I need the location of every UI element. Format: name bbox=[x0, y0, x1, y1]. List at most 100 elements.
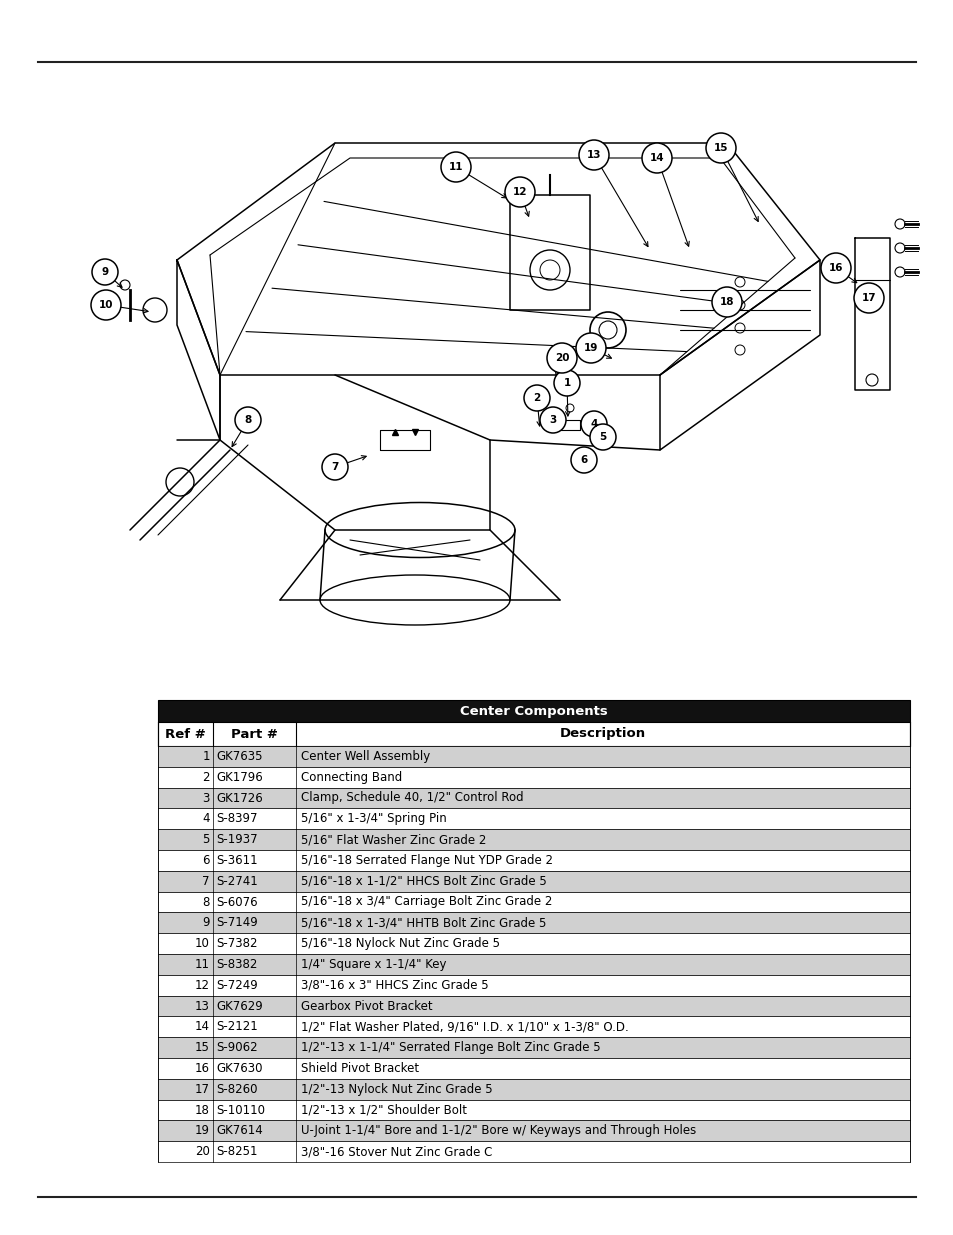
Text: 3/8"-16 x 3" HHCS Zinc Grade 5: 3/8"-16 x 3" HHCS Zinc Grade 5 bbox=[301, 978, 488, 992]
Bar bbox=[158, 1141, 909, 1162]
Text: 15: 15 bbox=[195, 1041, 210, 1055]
Circle shape bbox=[571, 447, 597, 473]
Text: 9: 9 bbox=[101, 267, 109, 277]
Text: Gearbox Pivot Bracket: Gearbox Pivot Bracket bbox=[301, 999, 432, 1013]
Bar bbox=[158, 892, 909, 913]
Bar bbox=[158, 850, 909, 871]
Text: 10: 10 bbox=[195, 937, 210, 950]
Text: 1/2" Flat Washer Plated, 9/16" I.D. x 1/10" x 1-3/8" O.D.: 1/2" Flat Washer Plated, 9/16" I.D. x 1/… bbox=[301, 1020, 628, 1034]
Text: GK7629: GK7629 bbox=[215, 999, 262, 1013]
Text: Connecting Band: Connecting Band bbox=[301, 771, 402, 784]
Text: 5/16" Flat Washer Zinc Grade 2: 5/16" Flat Washer Zinc Grade 2 bbox=[301, 834, 486, 846]
Text: 12: 12 bbox=[194, 978, 210, 992]
Text: S-7149: S-7149 bbox=[215, 916, 257, 929]
Text: GK7630: GK7630 bbox=[215, 1062, 262, 1074]
Circle shape bbox=[143, 298, 167, 322]
Text: 20: 20 bbox=[195, 1145, 210, 1158]
Bar bbox=[158, 1058, 909, 1079]
Bar bbox=[158, 788, 909, 809]
Text: 18: 18 bbox=[195, 1104, 210, 1116]
Bar bbox=[158, 995, 909, 1016]
Text: S-3611: S-3611 bbox=[215, 853, 257, 867]
Text: 17: 17 bbox=[194, 1083, 210, 1095]
Text: 1/4" Square x 1-1/4" Key: 1/4" Square x 1-1/4" Key bbox=[301, 958, 446, 971]
Text: 19: 19 bbox=[194, 1124, 210, 1137]
Bar bbox=[158, 746, 909, 767]
Circle shape bbox=[821, 253, 850, 283]
Text: Shield Pivot Bracket: Shield Pivot Bracket bbox=[301, 1062, 418, 1074]
Text: 5: 5 bbox=[598, 432, 606, 442]
Circle shape bbox=[554, 370, 579, 396]
Text: 1: 1 bbox=[563, 378, 570, 388]
Circle shape bbox=[589, 424, 616, 450]
Text: S-1937: S-1937 bbox=[215, 834, 257, 846]
Circle shape bbox=[578, 140, 608, 170]
Text: 3: 3 bbox=[549, 415, 556, 425]
Text: 1: 1 bbox=[202, 750, 210, 763]
Text: 3/8"-16 Stover Nut Zinc Grade C: 3/8"-16 Stover Nut Zinc Grade C bbox=[301, 1145, 492, 1158]
Circle shape bbox=[853, 283, 883, 312]
Text: GK1796: GK1796 bbox=[215, 771, 262, 784]
Text: 7: 7 bbox=[202, 874, 210, 888]
Bar bbox=[158, 953, 909, 974]
Circle shape bbox=[546, 343, 577, 373]
Text: S-6076: S-6076 bbox=[215, 895, 257, 909]
Bar bbox=[158, 1120, 909, 1141]
Circle shape bbox=[166, 468, 193, 496]
Text: GK7635: GK7635 bbox=[215, 750, 262, 763]
Circle shape bbox=[504, 177, 535, 207]
Text: 8: 8 bbox=[202, 895, 210, 909]
Text: 12: 12 bbox=[512, 186, 527, 198]
Bar bbox=[158, 871, 909, 892]
Text: GK7614: GK7614 bbox=[215, 1124, 262, 1137]
Text: 16: 16 bbox=[828, 263, 842, 273]
Text: GK1726: GK1726 bbox=[215, 792, 262, 804]
Text: 5/16"-18 x 1-3/4" HHTB Bolt Zinc Grade 5: 5/16"-18 x 1-3/4" HHTB Bolt Zinc Grade 5 bbox=[301, 916, 546, 929]
Text: S-8251: S-8251 bbox=[215, 1145, 257, 1158]
Text: 5/16"-18 x 1-1/2" HHCS Bolt Zinc Grade 5: 5/16"-18 x 1-1/2" HHCS Bolt Zinc Grade 5 bbox=[301, 874, 546, 888]
Bar bbox=[158, 809, 909, 829]
Text: 2: 2 bbox=[202, 771, 210, 784]
Text: 6: 6 bbox=[579, 454, 587, 466]
Text: U-Joint 1-1/4" Bore and 1-1/2" Bore w/ Keyways and Through Holes: U-Joint 1-1/4" Bore and 1-1/2" Bore w/ K… bbox=[301, 1124, 696, 1137]
Text: Ref #: Ref # bbox=[165, 727, 206, 741]
Text: 5/16"-18 Serrated Flange Nut YDP Grade 2: 5/16"-18 Serrated Flange Nut YDP Grade 2 bbox=[301, 853, 553, 867]
Bar bbox=[158, 913, 909, 934]
Circle shape bbox=[641, 143, 671, 173]
Bar bbox=[158, 722, 909, 746]
Circle shape bbox=[234, 408, 261, 433]
Bar bbox=[158, 934, 909, 953]
Bar bbox=[158, 974, 909, 995]
Circle shape bbox=[705, 133, 735, 163]
Bar bbox=[158, 700, 909, 722]
Text: S-7382: S-7382 bbox=[215, 937, 257, 950]
Text: S-8260: S-8260 bbox=[215, 1083, 257, 1095]
Text: 13: 13 bbox=[195, 999, 210, 1013]
Text: 2: 2 bbox=[533, 393, 540, 403]
Text: 1/2"-13 x 1-1/4" Serrated Flange Bolt Zinc Grade 5: 1/2"-13 x 1-1/4" Serrated Flange Bolt Zi… bbox=[301, 1041, 600, 1055]
Text: 5/16"-18 x 3/4" Carriage Bolt Zinc Grade 2: 5/16"-18 x 3/4" Carriage Bolt Zinc Grade… bbox=[301, 895, 552, 909]
Text: 15: 15 bbox=[713, 143, 727, 153]
Text: Center Components: Center Components bbox=[459, 704, 607, 718]
Bar bbox=[158, 1037, 909, 1058]
Text: S-9062: S-9062 bbox=[215, 1041, 257, 1055]
Text: 13: 13 bbox=[586, 149, 600, 161]
Text: S-2741: S-2741 bbox=[215, 874, 257, 888]
Text: 11: 11 bbox=[194, 958, 210, 971]
Text: 19: 19 bbox=[583, 343, 598, 353]
Text: 1/2"-13 Nylock Nut Zinc Grade 5: 1/2"-13 Nylock Nut Zinc Grade 5 bbox=[301, 1083, 492, 1095]
Circle shape bbox=[322, 454, 348, 480]
Text: 9: 9 bbox=[202, 916, 210, 929]
Text: Part #: Part # bbox=[231, 727, 277, 741]
Circle shape bbox=[91, 290, 121, 320]
Text: 1/2"-13 x 1/2" Shoulder Bolt: 1/2"-13 x 1/2" Shoulder Bolt bbox=[301, 1104, 467, 1116]
Bar bbox=[158, 1016, 909, 1037]
Circle shape bbox=[91, 259, 118, 285]
Text: 3: 3 bbox=[202, 792, 210, 804]
Circle shape bbox=[539, 408, 565, 433]
Text: 5/16" x 1-3/4" Spring Pin: 5/16" x 1-3/4" Spring Pin bbox=[301, 813, 446, 825]
Text: 5: 5 bbox=[202, 834, 210, 846]
Text: 18: 18 bbox=[719, 296, 734, 308]
Text: Description: Description bbox=[559, 727, 645, 741]
Text: 11: 11 bbox=[448, 162, 463, 172]
